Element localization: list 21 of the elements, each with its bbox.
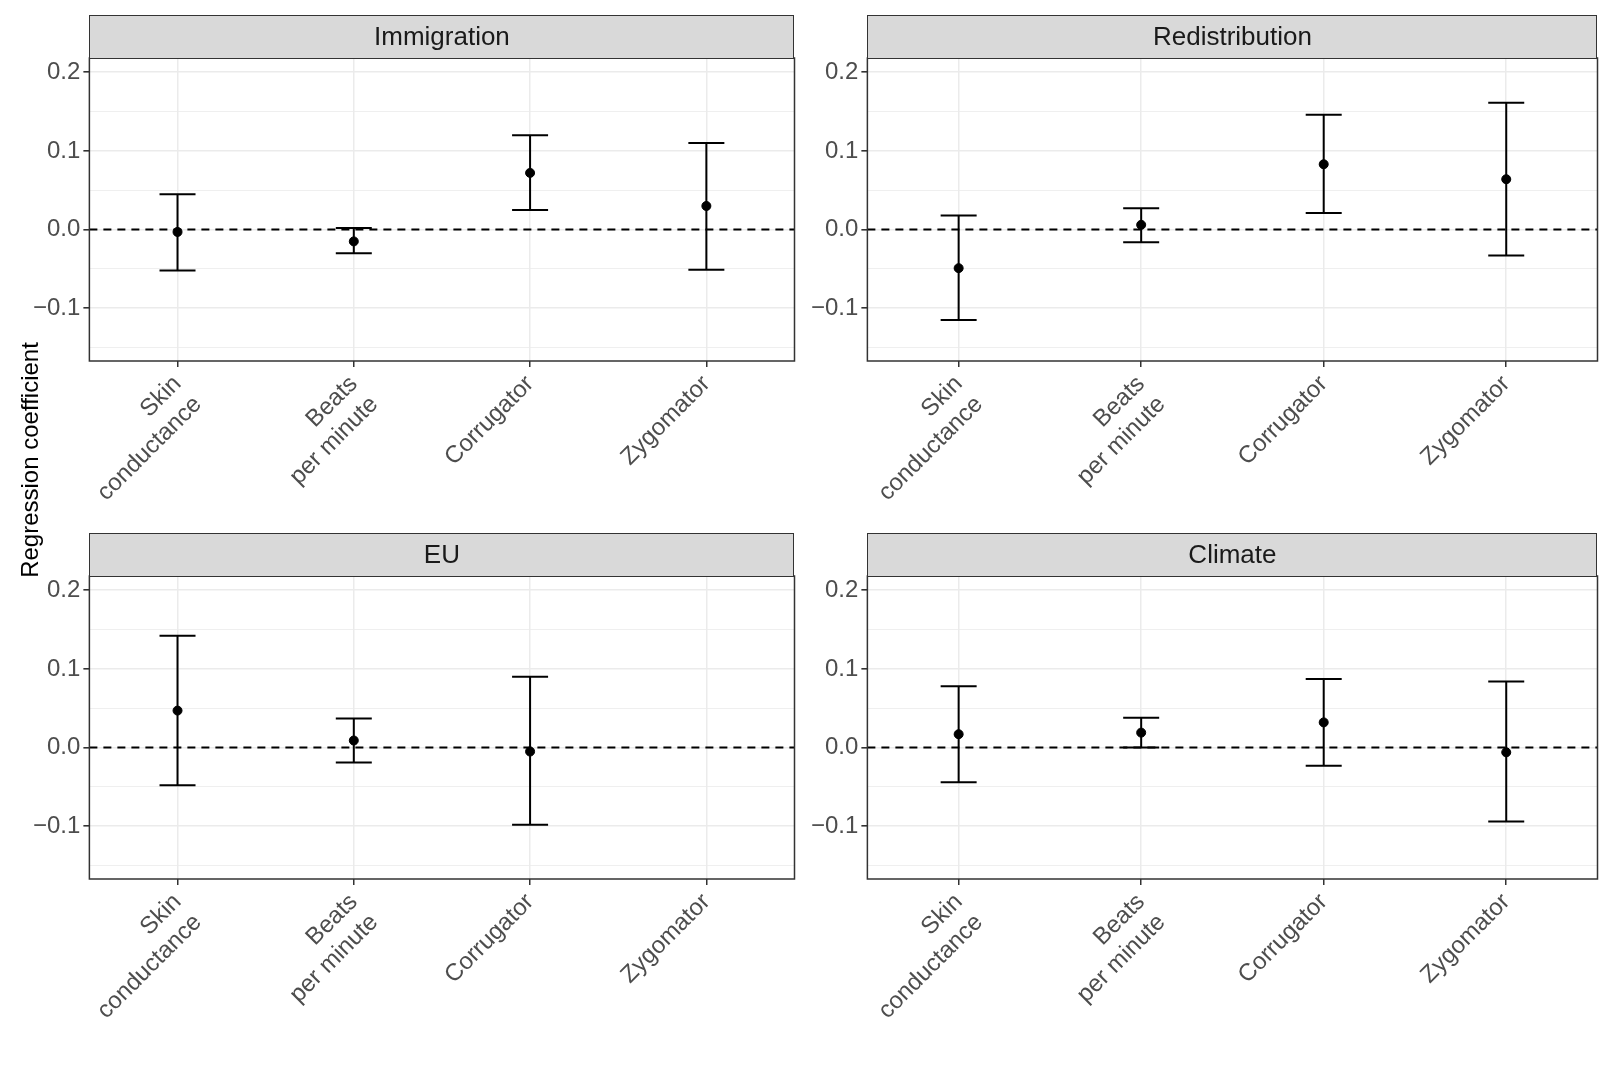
- y-tick-label: 0.2: [47, 574, 81, 602]
- y-tick-label: −0.1: [32, 810, 81, 838]
- chart-title: EU: [89, 533, 795, 577]
- y-tick-label: 0.2: [825, 574, 859, 602]
- y-tick-label: 0.1: [47, 653, 81, 681]
- y-tick-label: −0.1: [810, 292, 859, 320]
- y-tick-label: 0.1: [47, 135, 81, 163]
- y-tick-label: 0.2: [47, 56, 81, 84]
- y-tick-label: 0.0: [825, 732, 859, 760]
- y-tick-label: 0.1: [825, 653, 859, 681]
- y-axis-title: Regression coefficient: [15, 342, 44, 578]
- chart-title: Climate: [867, 533, 1598, 577]
- y-tick-label: 0.0: [47, 732, 81, 760]
- chart-title: Redistribution: [867, 15, 1598, 59]
- y-tick-label: 0.0: [47, 214, 81, 242]
- chart-title: Immigration: [89, 15, 795, 59]
- y-tick-label: 0.0: [825, 214, 859, 242]
- y-tick-label: −0.1: [32, 292, 81, 320]
- y-tick-label: −0.1: [810, 810, 859, 838]
- y-tick-label: 0.1: [825, 135, 859, 163]
- y-tick-label: 0.2: [825, 56, 859, 84]
